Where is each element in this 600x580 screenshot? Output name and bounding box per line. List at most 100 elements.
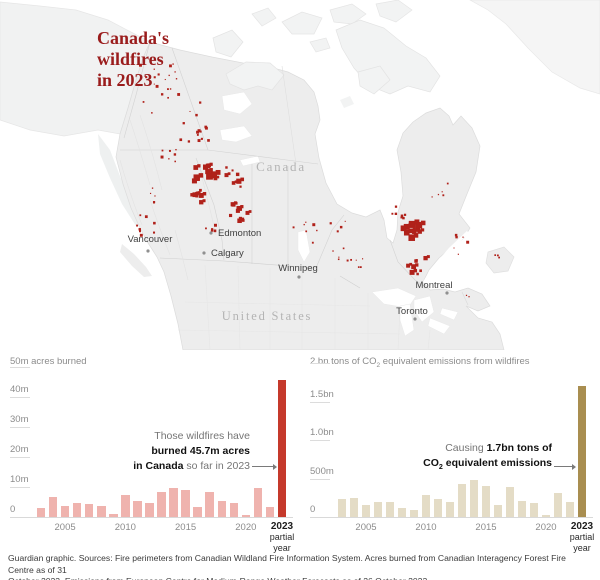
y-axis-label: 20m [10,444,29,455]
fire-dot [175,78,178,80]
fire-dot [361,258,364,260]
fire-dot [195,113,198,117]
annotation-arrow-line [252,466,273,467]
fire-dot [236,205,242,211]
annotation-line: burned 45.7m acres [133,444,250,459]
fire-dot [168,158,170,160]
arctic-island [329,3,367,25]
fire-dot [167,96,169,99]
fire-dot [400,216,403,219]
city-dot [413,317,417,321]
fire-dot [202,192,207,196]
wildfire-dots [136,63,500,298]
x-axis-label: 2005 [54,522,76,533]
border-line [195,157,225,261]
fire-dot [225,166,228,169]
fire-dot [152,231,156,234]
bar-2017 [205,492,214,517]
newfoundland [485,246,515,274]
fire-dot [498,256,500,259]
fire-dot [231,169,234,172]
fire-dot [455,235,458,239]
bar-2018 [517,500,527,517]
city-dot [146,249,150,253]
fire-dot [199,200,204,205]
fire-dot [211,171,217,177]
fire-dot [179,138,183,142]
bar-2019 [229,503,239,517]
y-axis-label: 40m [10,384,29,395]
fire-dot [173,153,177,156]
fire-dot [413,233,419,238]
bar-2015 [481,486,491,517]
bar-2005 [361,504,371,517]
fire-dot [245,210,250,215]
fire-dot [413,268,418,273]
bar-2004 [48,496,58,517]
city-label: Edmonton [218,228,261,239]
border-line [397,309,401,350]
fire-dot [197,164,201,168]
fire-dot [415,259,418,262]
fire-dot [236,178,242,184]
border-line [461,291,469,306]
fire-dot [202,164,209,170]
fire-dot [357,266,360,268]
fire-dot [339,225,343,229]
bar-2008 [97,505,106,517]
fire-dot [239,207,242,211]
bar-2021 [553,493,563,517]
fire-dot [211,228,214,231]
fire-dot [462,236,464,238]
fire-dot [209,168,213,172]
source-note-line: Guardian graphic. Sources: Fire perimete… [8,553,566,575]
fire-dot [240,177,245,182]
fire-dot [142,101,145,103]
fire-dot [406,263,411,268]
fire-dot [421,228,425,232]
fire-dot [202,199,206,203]
fire-dot [235,172,240,177]
fire-dot [457,253,459,255]
fire-dot [332,250,334,252]
fire-dot [187,140,191,143]
fire-dot [206,172,213,180]
fire-dot [191,178,197,184]
southampton-island [357,65,391,95]
fire-dot [151,187,154,189]
region-label: Canada [256,159,306,174]
fire-dot [446,182,449,185]
fire-dot [431,196,433,198]
border-line [177,329,401,335]
fire-dot [204,125,208,129]
annotation: Causing 1.7bn tons of CO2 equivalent emis… [423,441,552,476]
fire-dot [198,193,204,198]
fire-dot [454,233,458,237]
border-line [315,214,345,269]
fire-dot [415,263,419,267]
fire-dot [235,208,240,213]
annotation-segment: in Canada [133,460,184,473]
city-label: Calgary [211,248,244,259]
arctic-island [281,11,323,35]
fire-dot [342,247,345,250]
fire-dot [231,181,236,185]
axis-tick [310,363,330,365]
fire-dot [169,88,172,90]
x-axis-sublabel: year [573,542,591,553]
fire-dot [415,228,419,232]
annotation-segment: Causing [445,442,487,454]
fire-dot [152,201,156,204]
source-note: Guardian graphic. Sources: Fire perimete… [8,553,594,580]
fire-dot [441,191,443,193]
bar-2014 [169,487,178,517]
annotation-segment: burned 45.7m acres [151,445,250,458]
lake [297,229,311,263]
lake [427,317,451,335]
fire-dot [237,218,242,224]
bar-2013 [457,483,467,517]
fire-dot [419,269,422,273]
lake [221,91,253,115]
fire-dot [197,139,201,143]
annotation-line: Causing 1.7bn tons of [423,441,552,456]
